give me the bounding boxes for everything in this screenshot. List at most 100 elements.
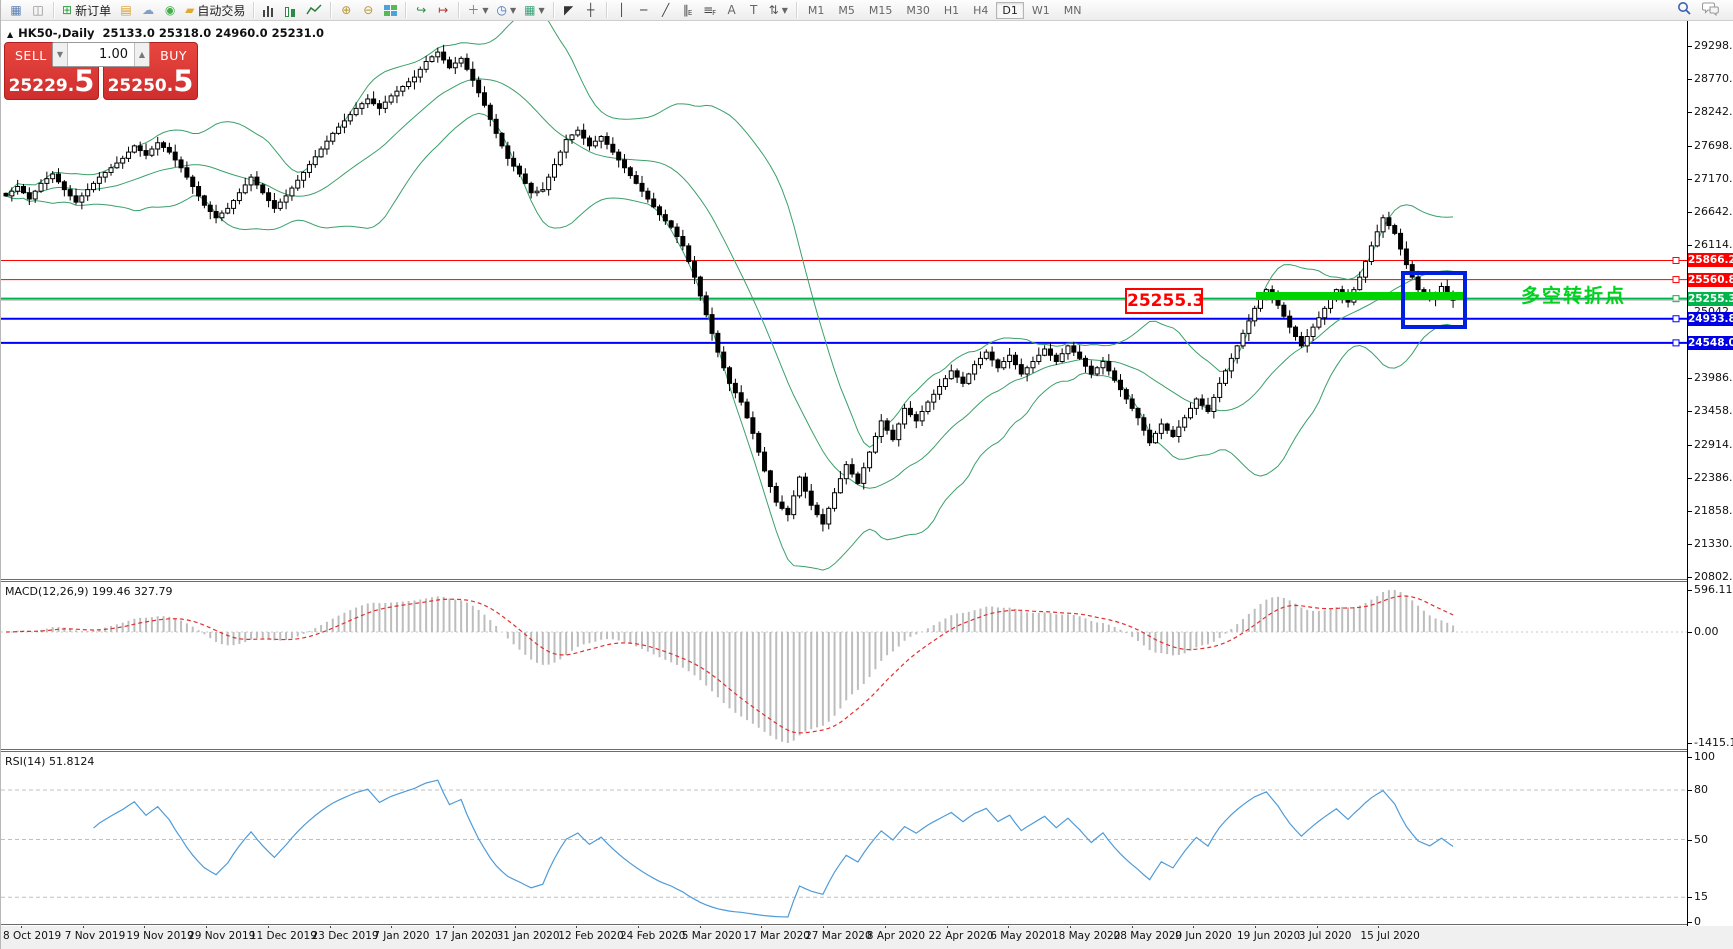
candle-up	[452, 62, 458, 69]
candle-down	[470, 68, 476, 81]
trendline-icon[interactable]: ╱	[662, 3, 670, 17]
horizontal-line-icon[interactable]: ─	[640, 3, 648, 17]
candle-down	[1129, 398, 1135, 409]
timeframe-m1[interactable]: M1	[807, 3, 825, 17]
history-center-icon[interactable]: ▤	[120, 3, 132, 17]
candle-up	[1234, 345, 1240, 359]
arrows-icon[interactable]: ⇅ ▼	[768, 3, 788, 17]
text-label-icon[interactable]: T	[749, 3, 758, 17]
templates-icon[interactable]: ▦ ▼	[524, 3, 545, 17]
candlestick-chart-icon[interactable]	[281, 1, 301, 19]
crosshair-icon[interactable]: ┼	[587, 3, 595, 17]
candle-down	[633, 175, 639, 184]
candle-down	[1141, 417, 1147, 431]
search-icon[interactable]	[1677, 1, 1692, 20]
candle-down	[61, 181, 67, 191]
main-price-chart[interactable]	[1, 21, 1687, 579]
bars-chart-icon[interactable]	[259, 1, 279, 19]
timeframe-w1[interactable]: W1	[1031, 3, 1050, 17]
date-label: 8 Apr 2020	[866, 930, 926, 942]
candle-up	[1036, 354, 1042, 362]
candle-up	[1182, 417, 1188, 428]
periods-icon[interactable]: ◷ ▼	[496, 3, 517, 17]
date-label: 7 Jan 2020	[373, 930, 430, 942]
timeframe-mn[interactable]: MN	[1063, 3, 1082, 17]
tile-windows-icon[interactable]	[380, 1, 400, 19]
candle-down	[645, 190, 651, 200]
chart-profile-icon[interactable]: ◫	[32, 3, 44, 17]
text-icon[interactable]: A	[727, 3, 736, 17]
macd-indicator-panel[interactable]	[1, 582, 1687, 749]
charts-grid-icon[interactable]: ▦	[10, 3, 22, 17]
price-line-badge: 25866.2	[1688, 253, 1733, 268]
auto-scroll-icon[interactable]: ↪	[416, 3, 427, 17]
zoom-out-icon[interactable]: ⊖	[363, 3, 374, 17]
volume-input[interactable]	[68, 43, 134, 66]
upper-bollinger-band	[5, 21, 1454, 448]
date-label: 12 Feb 2020	[558, 930, 624, 942]
candle-down	[1018, 364, 1024, 375]
cursor-icon[interactable]: ◤	[564, 3, 574, 17]
date-label: 19 Jun 2020	[1237, 930, 1301, 942]
autotrading-icon[interactable]: ▰ 自动交易	[185, 3, 246, 18]
zoom-in-icon[interactable]: ⊕	[341, 3, 352, 17]
line-chart-icon[interactable]	[303, 1, 325, 19]
news-icon[interactable]: ☁	[142, 3, 155, 17]
fibonacci-icon[interactable]: ≡ F	[703, 3, 717, 17]
equidistant-channel-icon[interactable]: ∥ E	[682, 3, 693, 17]
sell-label: SELL	[15, 48, 47, 63]
candle-down	[1170, 429, 1176, 437]
price-callout-label[interactable]: 25255.3	[1125, 288, 1204, 314]
candle-up	[1211, 396, 1217, 412]
timeframe-h4[interactable]: H4	[973, 3, 989, 17]
date-tick	[82, 924, 84, 928]
price-tick: 22386.0	[1688, 471, 1733, 484]
candle-up	[1304, 336, 1310, 347]
macd-axis-max: 596.11	[1688, 583, 1733, 596]
rsi-indicator-panel[interactable]	[1, 752, 1687, 924]
chat-icon[interactable]	[1701, 1, 1720, 20]
timeframe-h1[interactable]: H1	[943, 3, 960, 17]
candle-up	[925, 401, 931, 412]
candle-down	[884, 420, 890, 431]
volume-decrease-button[interactable]: ▼	[53, 43, 68, 66]
candle-down	[166, 146, 172, 153]
candle-up	[277, 201, 283, 209]
panel-separator[interactable]	[1, 579, 1733, 582]
candle-down	[441, 51, 447, 61]
panel-separator	[1, 924, 1733, 926]
panel-separator[interactable]	[1, 749, 1733, 752]
collapse-marker-icon[interactable]: ▲	[7, 30, 14, 39]
turning-point-note[interactable]: 多空转折点	[1521, 285, 1627, 307]
line-handle	[1672, 276, 1680, 284]
chart-ohlc-values: 25133.0 25318.0 24960.0 25231.0	[102, 26, 325, 40]
price-axis[interactable]: 29298.0 28770.0 28242.0 27698.0 27170.0 26642…	[1687, 21, 1733, 928]
timeframe-m30[interactable]: M30	[906, 3, 930, 17]
blue-rectangle-annotation[interactable]	[1401, 271, 1467, 329]
line-handle	[1672, 295, 1680, 303]
new-order-icon[interactable]: ⊞ 新订单	[62, 3, 112, 18]
vertical-line-icon[interactable]: │	[618, 3, 626, 17]
timeframe-m15[interactable]: M15	[868, 3, 893, 17]
candle-up	[540, 189, 546, 192]
candle-down	[505, 145, 511, 159]
candle-up	[417, 68, 423, 78]
indicators-icon[interactable]: ＋ ▼	[467, 3, 489, 17]
candle-up	[96, 176, 102, 184]
volume-increase-button[interactable]: ▲	[134, 43, 149, 66]
time-axis[interactable]: 8 Oct 2019 7 Nov 2019 19 Nov 2019 29 Nov 20…	[1, 924, 1733, 949]
green-trendline-segment[interactable]	[1256, 292, 1466, 300]
candle-down	[855, 473, 861, 484]
price-tick: 20802.0	[1688, 570, 1733, 583]
chart-shift-icon[interactable]: ↦	[438, 3, 449, 17]
candle-up	[324, 140, 330, 150]
timeframe-m5[interactable]: M5	[838, 3, 855, 17]
candle-up	[1363, 261, 1369, 278]
candle-down	[779, 501, 785, 509]
buy-label: BUY	[160, 48, 187, 63]
toolbar-separator	[253, 2, 255, 18]
candle-up	[872, 436, 878, 453]
signals-icon[interactable]: ◉	[164, 3, 176, 17]
timeframe-d1[interactable]: D1	[996, 1, 1024, 19]
